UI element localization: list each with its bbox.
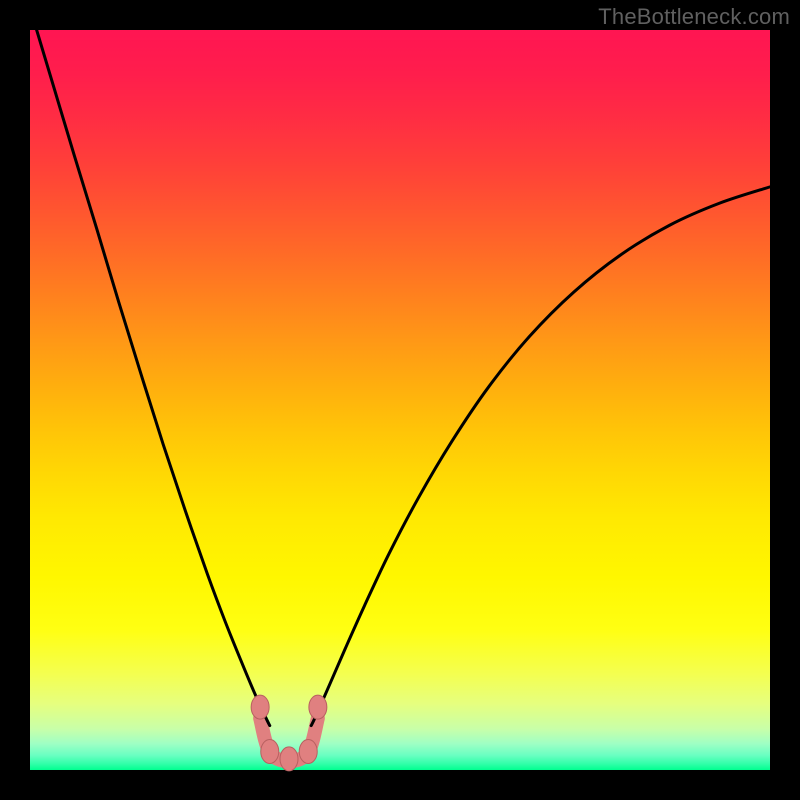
data-marker [261, 740, 279, 764]
plot-background [30, 30, 770, 770]
data-marker [299, 740, 317, 764]
chart-container: TheBottleneck.com [0, 0, 800, 800]
data-marker [280, 747, 298, 771]
data-marker [309, 695, 327, 719]
bottleneck-curve-chart [0, 0, 800, 800]
data-marker [251, 695, 269, 719]
watermark-text: TheBottleneck.com [598, 4, 790, 30]
